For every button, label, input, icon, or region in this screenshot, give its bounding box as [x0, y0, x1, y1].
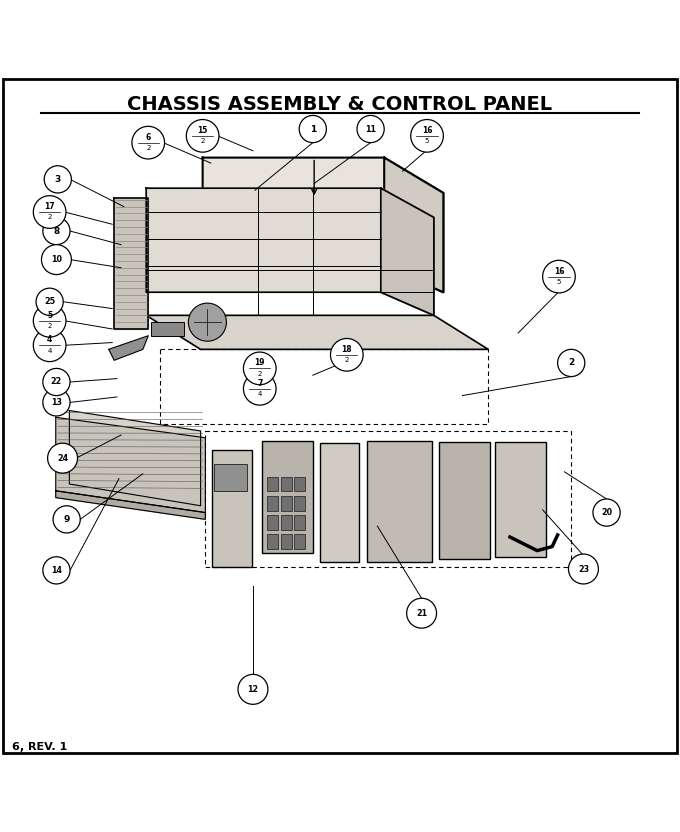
Polygon shape	[384, 157, 443, 292]
Text: 13: 13	[51, 398, 62, 407]
Circle shape	[41, 245, 71, 275]
Text: 2: 2	[201, 138, 205, 144]
Bar	[320, 443, 359, 562]
Text: CHASSIS ASSEMBLY & CONTROL PANEL: CHASSIS ASSEMBLY & CONTROL PANEL	[127, 95, 553, 114]
Circle shape	[36, 288, 63, 315]
Bar	[267, 496, 278, 511]
Polygon shape	[146, 315, 488, 349]
Circle shape	[186, 120, 219, 152]
Circle shape	[299, 116, 326, 142]
Circle shape	[411, 120, 443, 152]
Text: 16: 16	[554, 267, 564, 275]
Bar	[294, 515, 305, 529]
Text: 8: 8	[53, 226, 60, 235]
Bar	[281, 478, 292, 492]
Bar	[262, 441, 313, 553]
Polygon shape	[203, 157, 443, 292]
Text: 6: 6	[146, 132, 151, 141]
Text: 16: 16	[422, 126, 432, 135]
Text: 25: 25	[44, 297, 55, 306]
Text: 5: 5	[425, 138, 429, 144]
Circle shape	[44, 166, 71, 193]
Text: 9: 9	[63, 515, 70, 524]
Polygon shape	[146, 188, 434, 315]
Text: 4: 4	[48, 348, 52, 354]
Bar	[281, 534, 292, 548]
Text: 2: 2	[146, 145, 150, 151]
Text: 2: 2	[568, 359, 575, 368]
Text: 5: 5	[47, 311, 52, 319]
Text: 2: 2	[48, 324, 52, 329]
Bar	[495, 442, 546, 557]
Circle shape	[48, 443, 78, 473]
Circle shape	[43, 389, 70, 416]
Bar	[294, 534, 305, 548]
Bar	[214, 463, 247, 491]
Bar	[212, 450, 252, 567]
Text: 19: 19	[254, 359, 265, 368]
Polygon shape	[56, 418, 205, 513]
Bar	[439, 442, 490, 559]
Circle shape	[568, 554, 598, 584]
Text: 5: 5	[557, 279, 561, 285]
Text: 3: 3	[54, 175, 61, 184]
Text: 15: 15	[197, 126, 208, 135]
Text: 7: 7	[257, 379, 262, 388]
Bar	[151, 322, 184, 336]
Circle shape	[330, 339, 363, 371]
Bar	[267, 534, 278, 548]
Circle shape	[33, 196, 66, 228]
Circle shape	[543, 260, 575, 293]
Polygon shape	[381, 188, 434, 315]
Text: 11: 11	[365, 125, 376, 134]
Circle shape	[243, 352, 276, 384]
Text: 4: 4	[258, 391, 262, 397]
Circle shape	[407, 598, 437, 628]
Text: 14: 14	[51, 566, 62, 575]
Bar	[281, 515, 292, 529]
Circle shape	[33, 305, 66, 337]
Text: 2: 2	[48, 215, 52, 220]
Bar	[267, 478, 278, 492]
Bar	[367, 441, 432, 562]
Text: 10: 10	[51, 255, 62, 264]
Text: 4: 4	[47, 335, 52, 344]
Bar	[281, 496, 292, 511]
Text: 2: 2	[258, 371, 262, 377]
Text: 21: 21	[416, 609, 427, 617]
Text: 17: 17	[44, 202, 55, 211]
Text: 22: 22	[51, 378, 62, 387]
Text: 6, REV. 1: 6, REV. 1	[12, 742, 67, 752]
Circle shape	[53, 506, 80, 533]
Text: 12: 12	[248, 685, 258, 694]
Polygon shape	[109, 336, 148, 360]
Circle shape	[188, 303, 226, 341]
Circle shape	[558, 349, 585, 377]
Text: 23: 23	[578, 564, 589, 573]
Circle shape	[243, 373, 276, 405]
Circle shape	[238, 675, 268, 705]
Circle shape	[357, 116, 384, 142]
Bar	[294, 496, 305, 511]
Polygon shape	[56, 491, 205, 519]
Circle shape	[33, 329, 66, 362]
Bar	[294, 478, 305, 492]
Text: 24: 24	[57, 453, 68, 463]
Polygon shape	[69, 410, 201, 506]
Circle shape	[593, 499, 620, 526]
Circle shape	[43, 369, 70, 395]
Text: 1: 1	[309, 125, 316, 134]
Text: 18: 18	[341, 344, 352, 354]
Text: 2: 2	[345, 357, 349, 364]
Bar	[267, 515, 278, 529]
Circle shape	[43, 217, 70, 245]
Circle shape	[132, 126, 165, 159]
Polygon shape	[114, 198, 148, 329]
Circle shape	[43, 557, 70, 584]
Text: 20: 20	[601, 508, 612, 517]
